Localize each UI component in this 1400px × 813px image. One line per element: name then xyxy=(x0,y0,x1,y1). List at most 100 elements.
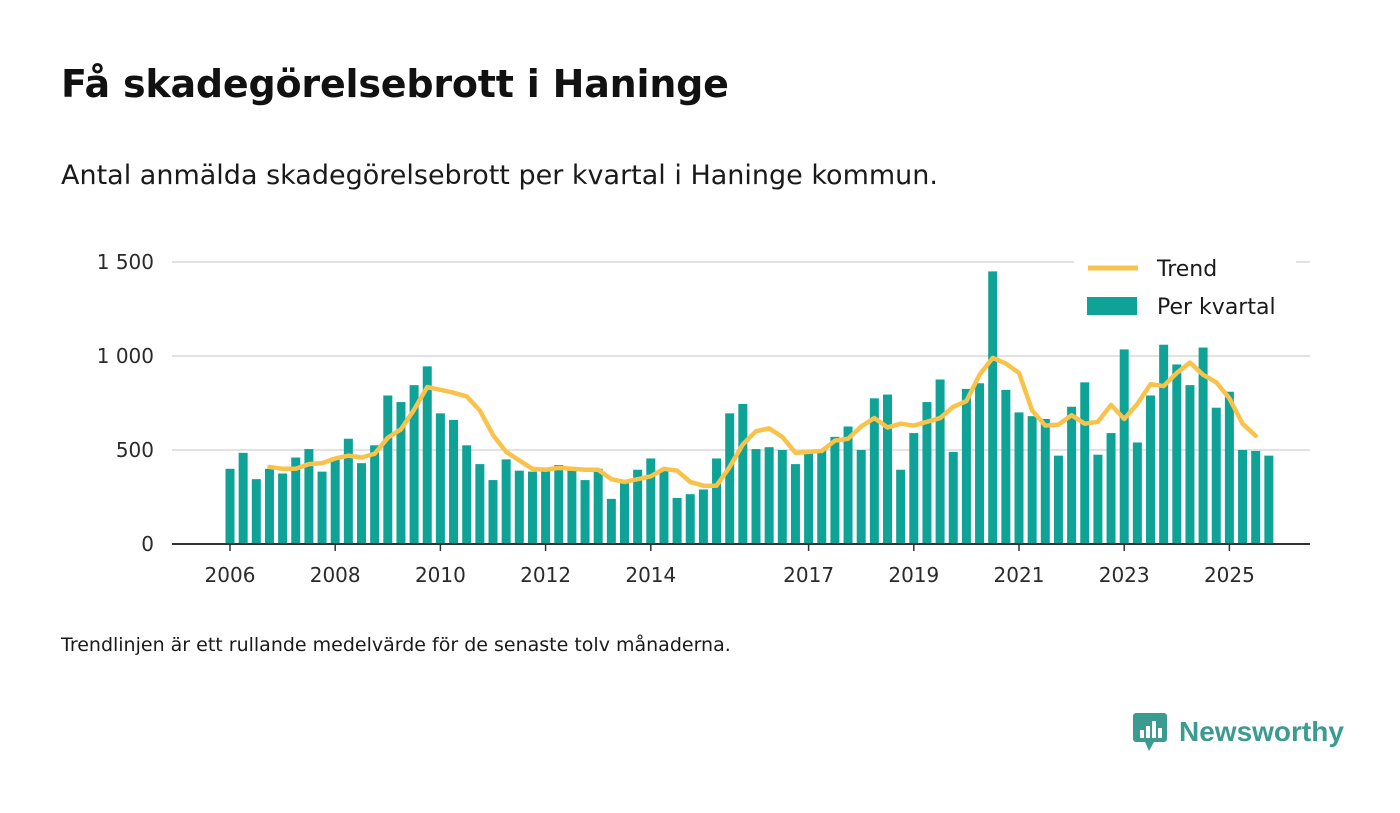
x-tick-label: 2019 xyxy=(888,563,939,587)
y-tick-label: 500 xyxy=(116,438,154,462)
bar xyxy=(738,403,748,544)
bar xyxy=(1040,418,1050,544)
bar xyxy=(725,413,735,544)
bar xyxy=(620,482,629,544)
bar xyxy=(1001,389,1011,544)
bar xyxy=(1119,349,1129,544)
newsworthy-logo-icon xyxy=(1133,713,1167,751)
bar xyxy=(975,383,985,544)
x-tick-label: 2008 xyxy=(310,563,361,587)
newsworthy-logo-text: Newsworthy xyxy=(1179,716,1344,747)
x-tick-label: 2012 xyxy=(520,563,571,587)
x-axis-ticks: 2006 2008 2010 2012 2014 2017 2019 2021 2023 2025 xyxy=(205,544,1255,587)
bar xyxy=(1132,442,1142,544)
bar xyxy=(370,445,380,544)
x-tick-label: 2023 xyxy=(1099,563,1150,587)
bar xyxy=(225,468,235,544)
bar-series xyxy=(225,271,1274,544)
bar xyxy=(1185,385,1195,544)
x-tick-label: 2025 xyxy=(1204,563,1255,587)
bar xyxy=(1224,391,1234,544)
bar xyxy=(685,494,695,544)
bar xyxy=(1264,455,1274,544)
bar xyxy=(856,450,866,544)
bar xyxy=(1067,406,1077,544)
bar xyxy=(1238,450,1248,544)
bar xyxy=(948,451,958,544)
bar xyxy=(1198,347,1208,544)
bar xyxy=(527,471,537,544)
bar xyxy=(712,458,722,544)
y-tick-label: 1 000 xyxy=(97,344,154,368)
bar xyxy=(449,419,459,544)
bar xyxy=(804,450,814,544)
bar xyxy=(646,458,656,544)
chart-title: Få skadegörelsebrott i Haninge xyxy=(61,62,729,106)
trend-line xyxy=(267,355,1258,488)
bar xyxy=(633,469,643,544)
y-tick-label: 1 500 xyxy=(97,250,154,274)
bar xyxy=(764,447,774,544)
bar xyxy=(593,468,603,544)
bar xyxy=(790,464,800,544)
bar xyxy=(330,457,340,544)
bar xyxy=(501,459,511,544)
x-tick-label: 2006 xyxy=(205,563,256,587)
bar xyxy=(1172,364,1182,544)
bar xyxy=(541,468,551,544)
bar xyxy=(567,470,577,544)
bar xyxy=(698,489,708,544)
legend-bar-label: Per kvartal xyxy=(1157,295,1276,320)
bar xyxy=(1027,416,1037,544)
bar xyxy=(1014,412,1024,544)
bar xyxy=(488,480,498,544)
bar xyxy=(409,385,419,544)
bar xyxy=(606,498,616,544)
bar xyxy=(1211,407,1221,544)
bar xyxy=(1106,433,1116,544)
bar xyxy=(396,402,406,544)
legend-trend-label: Trend xyxy=(1156,257,1217,282)
bar xyxy=(869,398,879,544)
bar xyxy=(317,471,327,544)
bar xyxy=(251,479,261,544)
bar xyxy=(462,445,472,544)
bar xyxy=(896,469,906,544)
legend-bar-swatch xyxy=(1087,297,1137,315)
bar xyxy=(383,395,393,544)
bar xyxy=(357,463,366,544)
bar xyxy=(1093,454,1103,544)
bar xyxy=(343,438,353,544)
bar xyxy=(475,464,485,544)
bar xyxy=(843,426,853,544)
newsworthy-logo[interactable]: Newsworthy xyxy=(1133,712,1344,752)
bar xyxy=(1146,395,1155,544)
bar xyxy=(238,452,248,544)
bar xyxy=(1053,455,1063,544)
bar xyxy=(1080,382,1090,544)
y-tick-label: 0 xyxy=(141,532,154,556)
bar xyxy=(514,470,524,544)
bar xyxy=(304,449,314,544)
bar xyxy=(435,413,445,544)
x-tick-label: 2017 xyxy=(783,563,834,587)
bar xyxy=(817,449,827,544)
bar xyxy=(264,468,274,544)
bar xyxy=(961,388,971,544)
x-tick-label: 2010 xyxy=(415,563,466,587)
bar xyxy=(883,394,892,544)
trend-series xyxy=(267,355,1258,488)
bar xyxy=(1251,450,1261,544)
chart-subtitle: Antal anmälda skadegörelsebrott per kvar… xyxy=(61,160,938,191)
bar xyxy=(554,465,564,544)
bar xyxy=(672,497,682,544)
bar xyxy=(751,449,761,544)
bar xyxy=(830,436,840,544)
x-tick-label: 2021 xyxy=(994,563,1045,587)
bar xyxy=(922,402,932,544)
bar xyxy=(580,480,590,544)
bar xyxy=(278,473,288,544)
bar xyxy=(777,450,787,544)
bar xyxy=(1159,344,1169,544)
